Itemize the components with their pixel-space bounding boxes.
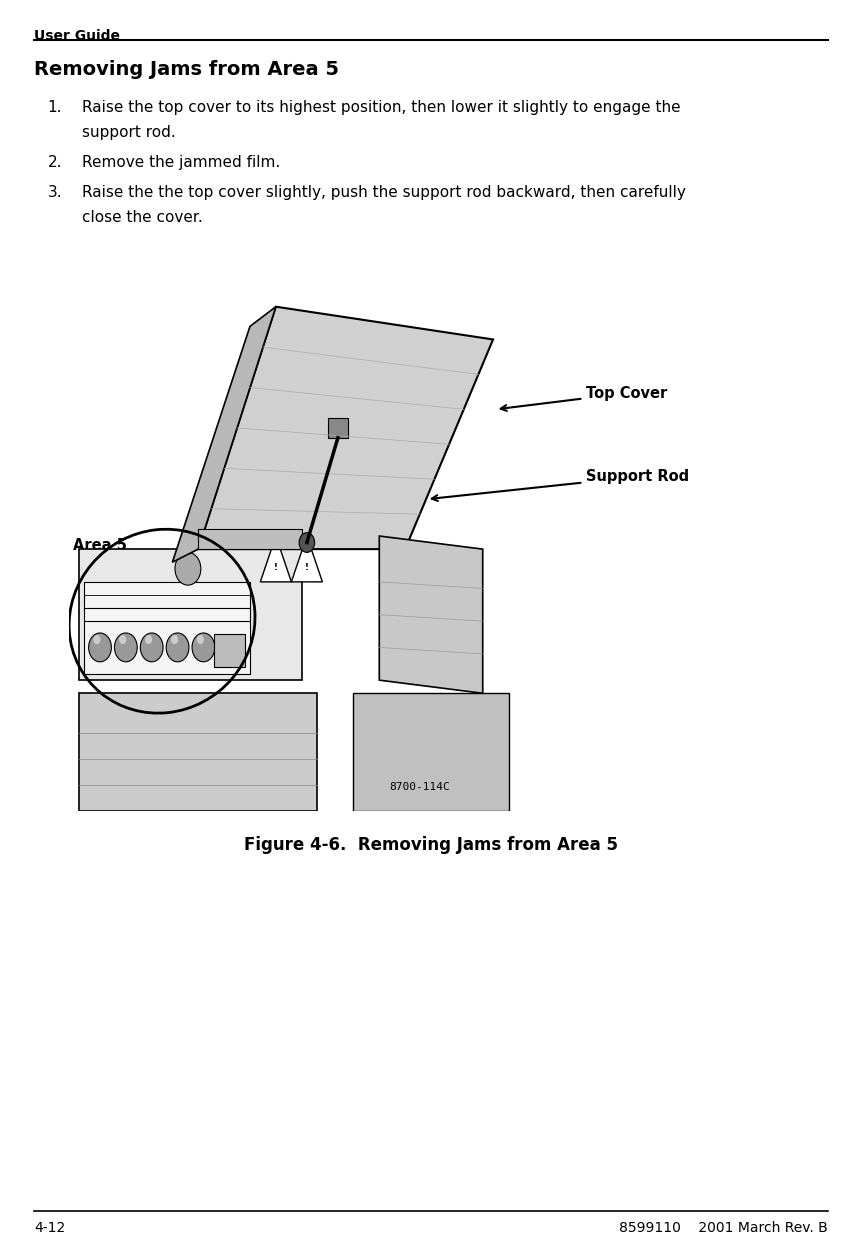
Text: 4-12: 4-12 xyxy=(34,1221,65,1234)
Polygon shape xyxy=(260,537,291,582)
Text: Support Rod: Support Rod xyxy=(431,469,689,500)
Circle shape xyxy=(119,635,127,644)
Text: Area 5: Area 5 xyxy=(73,538,130,577)
Circle shape xyxy=(175,553,201,585)
Polygon shape xyxy=(379,537,482,694)
Text: Removing Jams from Area 5: Removing Jams from Area 5 xyxy=(34,60,339,79)
Circle shape xyxy=(299,533,314,553)
Circle shape xyxy=(166,633,189,661)
Text: 2.: 2. xyxy=(47,155,62,170)
Bar xyxy=(214,634,245,666)
Circle shape xyxy=(192,633,214,661)
Polygon shape xyxy=(353,694,508,811)
Polygon shape xyxy=(79,549,301,680)
Circle shape xyxy=(115,633,137,661)
Circle shape xyxy=(170,635,178,644)
Text: 3.: 3. xyxy=(47,185,62,200)
Circle shape xyxy=(89,633,111,661)
Text: Remove the jammed film.: Remove the jammed film. xyxy=(82,155,280,170)
Circle shape xyxy=(93,635,101,644)
Circle shape xyxy=(145,635,152,644)
Text: User Guide: User Guide xyxy=(34,29,121,42)
Text: Raise the the top cover slightly, push the support rod backward, then carefully: Raise the the top cover slightly, push t… xyxy=(82,185,685,200)
Text: 8599110    2001 March Rev. B: 8599110 2001 March Rev. B xyxy=(618,1221,827,1234)
Polygon shape xyxy=(198,529,301,549)
Text: close the cover.: close the cover. xyxy=(82,210,202,225)
Text: Figure 4-6.  Removing Jams from Area 5: Figure 4-6. Removing Jams from Area 5 xyxy=(244,836,617,854)
Text: !: ! xyxy=(305,563,308,572)
Polygon shape xyxy=(79,694,317,811)
Text: support rod.: support rod. xyxy=(82,125,176,140)
Text: Top Cover: Top Cover xyxy=(500,386,666,411)
Polygon shape xyxy=(198,307,492,549)
Circle shape xyxy=(196,635,204,644)
Polygon shape xyxy=(84,582,250,674)
Text: Raise the top cover to its highest position, then lower it slightly to engage th: Raise the top cover to its highest posit… xyxy=(82,100,679,115)
Polygon shape xyxy=(291,537,322,582)
Bar xyxy=(327,418,348,438)
Text: 1.: 1. xyxy=(47,100,62,115)
Text: 8700-114C: 8700-114C xyxy=(389,781,449,791)
Circle shape xyxy=(140,633,163,661)
Text: !: ! xyxy=(274,563,277,572)
Polygon shape xyxy=(172,307,276,562)
